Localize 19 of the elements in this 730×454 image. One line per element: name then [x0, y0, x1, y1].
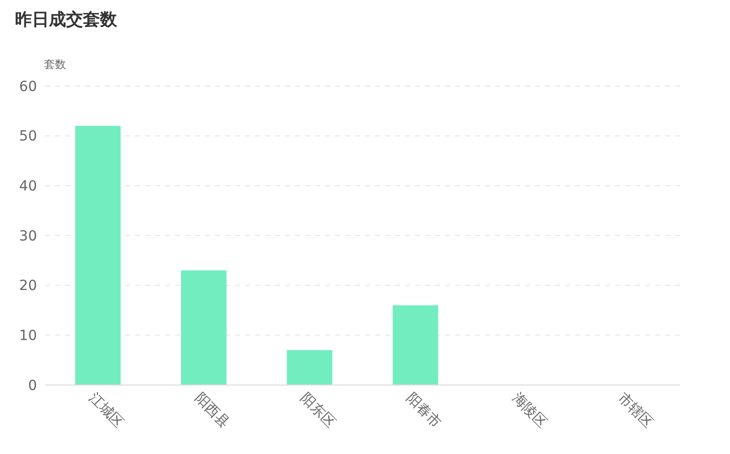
y-tick-label: 60: [19, 78, 37, 95]
bar: [75, 126, 121, 385]
x-tick-label: 阳春市: [403, 390, 444, 431]
chart-title: 昨日成交套数: [15, 10, 118, 30]
x-tick-label: 阳西县: [191, 390, 232, 431]
x-tick-label: 江城区: [86, 390, 127, 431]
y-tick-label: 40: [19, 178, 37, 195]
y-axis-title: 套数: [44, 58, 66, 71]
bar: [180, 270, 227, 385]
y-tick-label: 0: [28, 378, 37, 394]
y-tick-label: 50: [19, 128, 37, 145]
x-tick-label: 海陵区: [508, 390, 550, 431]
bar: [392, 305, 438, 385]
y-tick-label: 10: [19, 328, 37, 344]
bar: [286, 350, 332, 385]
y-tick-label: 20: [19, 278, 37, 294]
y-tick-label: 30: [19, 228, 37, 244]
x-tick-label: 市辖区: [614, 390, 656, 431]
x-tick-label: 阳东区: [297, 390, 338, 431]
